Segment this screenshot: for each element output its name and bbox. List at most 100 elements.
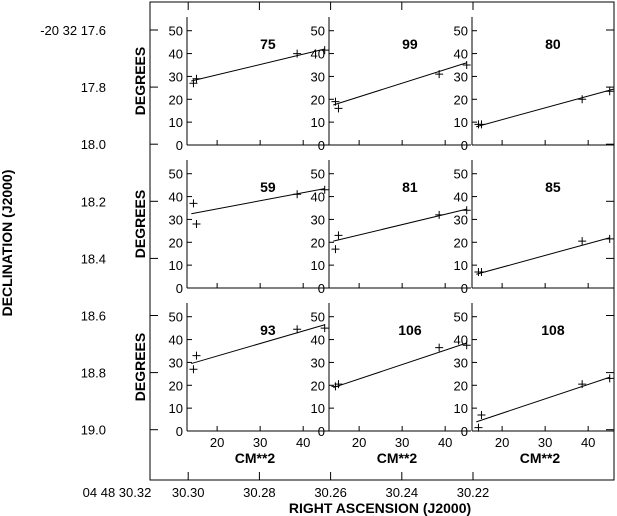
y-tick-label: 50 <box>311 310 325 325</box>
ra-tick-label: 30.28 <box>243 485 276 500</box>
data-point <box>578 95 587 104</box>
data-point <box>192 220 201 228</box>
panel-85: 0 10 20 30 40 50 85 <box>454 160 614 296</box>
y-tick-label: 40 <box>311 47 325 62</box>
data-point <box>462 341 471 350</box>
dec-tick-label: -20 32 17.6 <box>40 23 106 38</box>
fit-line <box>191 324 325 365</box>
ra-tick-label: 30.22 <box>457 485 490 500</box>
data-point <box>320 46 329 55</box>
y-tick-label: 40 <box>311 333 325 348</box>
y-tick-label: 50 <box>169 24 183 39</box>
dec-tick-label: 17.8 <box>81 80 106 95</box>
y-tick-label: 20 <box>454 235 468 250</box>
x-tick-label: 30 <box>395 435 409 450</box>
fit-line <box>333 62 467 106</box>
panel-label: 108 <box>541 322 565 338</box>
data-point <box>462 206 471 215</box>
y-tick-label: 0 <box>318 138 325 153</box>
y-tick-label: 20 <box>311 378 325 393</box>
data-point <box>435 343 444 352</box>
y-tick-label: 10 <box>311 115 325 130</box>
y-tick-label: 30 <box>454 69 468 84</box>
y-tick-label: 30 <box>169 355 183 370</box>
y-tick-label: 40 <box>311 190 325 205</box>
panel-label: 85 <box>545 179 561 195</box>
data-point <box>293 325 302 334</box>
data-point <box>189 79 198 88</box>
y-tick-label: 40 <box>169 333 183 348</box>
ra-tick-label: 30.24 <box>386 485 419 500</box>
y-tick-label: 30 <box>311 212 325 227</box>
x-tick-label: 20 <box>495 435 509 450</box>
data-point <box>320 185 329 194</box>
panel-label: 75 <box>260 36 276 52</box>
y-tick-label: 50 <box>169 167 183 182</box>
fit-line <box>191 48 325 82</box>
y-tick-label: 50 <box>311 24 325 39</box>
y-tick-label: 10 <box>169 115 183 130</box>
data-point <box>192 74 201 83</box>
y-tick-label: 50 <box>454 24 468 39</box>
x-tick-label: 40 <box>581 435 595 450</box>
fit-line <box>476 376 610 423</box>
y-tick-label: 20 <box>169 92 183 107</box>
data-point <box>293 49 302 58</box>
x-tick-label: 20 <box>210 435 224 450</box>
fit-line <box>333 342 467 389</box>
data-point <box>334 104 343 113</box>
data-point <box>578 237 587 246</box>
panel-106: 0 10 20 30 40 50 20 30 40 106 CM**2 <box>311 303 471 466</box>
data-point <box>293 190 302 199</box>
dec-tick-label: 18.0 <box>81 137 106 152</box>
x-tick-label: 30 <box>538 435 552 450</box>
panel-label: 80 <box>545 36 561 52</box>
y-tick-label: 10 <box>169 401 183 416</box>
y-tick-label: 40 <box>169 190 183 205</box>
panel-label: 99 <box>402 36 418 52</box>
data-point <box>320 324 329 333</box>
outer-frame <box>149 1 615 481</box>
x-tick-label: 40 <box>296 435 310 450</box>
data-point <box>435 70 444 79</box>
data-point <box>435 210 444 219</box>
y-tick-label: 40 <box>454 47 468 62</box>
y-tick-label: 0 <box>461 281 468 296</box>
y-tick-label: 50 <box>454 167 468 182</box>
dec-tick-label: 18.2 <box>81 194 106 209</box>
data-point <box>605 87 614 96</box>
y-tick-label: 50 <box>454 310 468 325</box>
ra-tick-label: 04 48 30.32 <box>83 485 152 500</box>
dec-tick-label: 18.4 <box>81 251 106 266</box>
data-point <box>331 245 340 254</box>
fit-line <box>333 208 467 242</box>
y-tick-label: 30 <box>169 212 183 227</box>
panel-x-label: CM**2 <box>520 450 561 466</box>
y-tick-label: 50 <box>311 167 325 182</box>
y-tick-label: 30 <box>311 355 325 370</box>
data-point <box>334 380 343 389</box>
panel-y-label: DEGREES <box>132 333 148 401</box>
dec-tick-label: 18.8 <box>81 366 106 381</box>
y-tick-label: 20 <box>454 378 468 393</box>
dec-tick-label: 19.0 <box>81 423 106 438</box>
ra-tick-label: 30.30 <box>172 485 205 500</box>
panel-y-label: DEGREES <box>132 47 148 115</box>
panel-label: 106 <box>398 322 422 338</box>
data-point <box>477 268 486 276</box>
data-point <box>462 61 471 69</box>
data-point <box>189 199 198 208</box>
y-tick-label: 0 <box>318 281 325 296</box>
panel-81: 0 10 20 30 40 50 81 <box>311 160 471 296</box>
y-tick-label: 0 <box>176 424 183 439</box>
fit-line <box>476 237 610 275</box>
panel-label: 93 <box>260 322 276 338</box>
y-tick-label: 20 <box>169 235 183 250</box>
data-point <box>189 365 198 374</box>
y-tick-label: 0 <box>318 424 325 439</box>
panel-93: 0 10 20 30 40 50 20 30 40 93 DEGREES CM**2 <box>132 303 329 466</box>
y-tick-label: 30 <box>169 69 183 84</box>
data-point <box>477 120 486 129</box>
panel-59: 0 10 20 30 40 50 59 DEGREES <box>132 160 329 296</box>
